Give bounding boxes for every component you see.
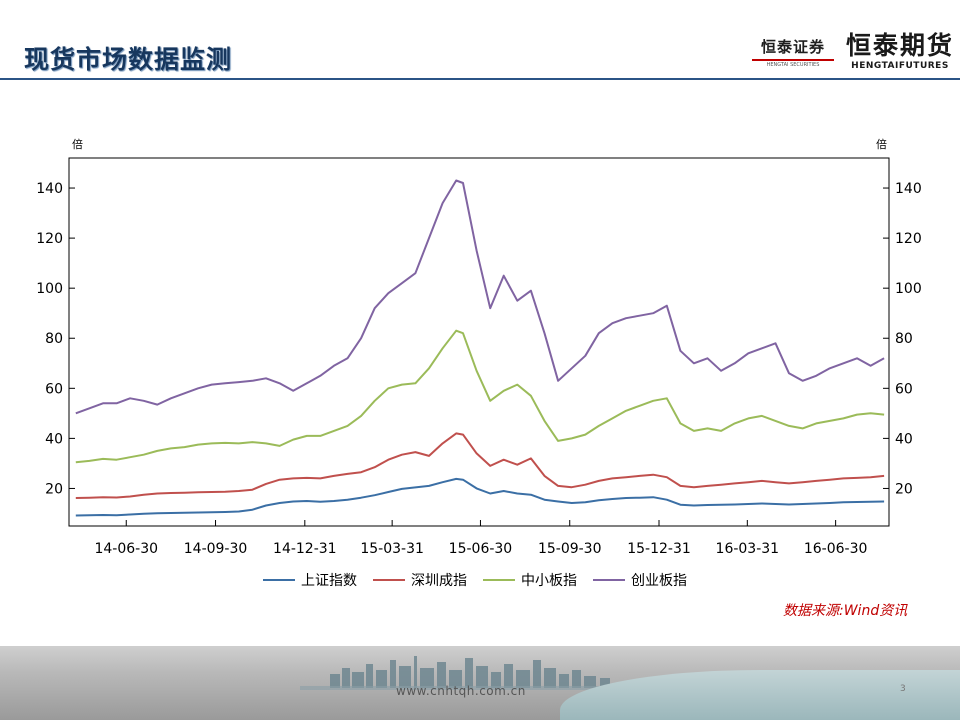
y-left-tick-label: 120: [36, 231, 63, 247]
x-tick-label: 15-06-30: [449, 541, 513, 557]
x-tick-label: 15-03-31: [360, 541, 424, 557]
y-left-tick-label: 140: [36, 181, 63, 197]
x-axis: 14-06-30 14-09-30 14-12-31 15-03-31 15-06-30…: [94, 520, 867, 557]
y-unit-left: 倍: [72, 137, 83, 151]
legend-label: 中小板指: [521, 573, 577, 589]
legend-label: 创业板指: [631, 573, 687, 589]
data-source-note: 数据来源:Wind资讯: [783, 603, 908, 619]
plot-frame: [68, 157, 890, 527]
y-right-tick-label: 80: [895, 331, 913, 347]
y-unit-right: 倍: [876, 137, 887, 151]
futures-logo-en: HENGTAIFUTURES: [851, 61, 949, 71]
skyline-illustration: [300, 656, 640, 690]
securities-logo-bar: [752, 59, 834, 61]
x-tick-label: 14-12-31: [273, 541, 337, 557]
x-tick-label: 16-06-30: [804, 541, 868, 557]
y-right-tick-label: 100: [895, 281, 922, 297]
x-tick-label: 15-12-31: [627, 541, 691, 557]
footer-url: www.cnhtqh.com.cn: [396, 684, 526, 698]
page-number: 3: [900, 684, 906, 694]
series-line-1: [75, 477, 885, 517]
y-right-tick-label: 140: [895, 181, 922, 197]
y-axis-right: 20 40 60 80 100 120 140: [883, 181, 922, 497]
series-line-3: [75, 329, 885, 464]
legend-label: 上证指数: [301, 573, 357, 589]
legend-label: 深圳成指: [411, 573, 467, 589]
title-divider: [0, 78, 960, 80]
y-right-tick-label: 20: [895, 481, 913, 497]
series-line-4: [75, 179, 885, 415]
x-tick-label: 14-06-30: [94, 541, 158, 557]
y-left-tick-label: 40: [45, 431, 63, 447]
y-left-tick-label: 60: [45, 381, 63, 397]
y-right-tick-label: 60: [895, 381, 913, 397]
legend: 上证指数 深圳成指 中小板指 创业板指: [263, 573, 687, 589]
y-left-tick-label: 80: [45, 331, 63, 347]
series-lines: [75, 179, 885, 517]
x-tick-label: 14-09-30: [184, 541, 248, 557]
securities-logo-en: HENGTAI SECURITIES: [766, 62, 820, 68]
x-tick-label: 16-03-31: [716, 541, 780, 557]
hengtai-securities-logo: 恒泰证券 HENGTAI SECURITIES: [752, 36, 834, 68]
y-right-tick-label: 40: [895, 431, 913, 447]
slide-title: 现货市场数据监测: [24, 45, 233, 74]
y-left-tick-label: 20: [45, 481, 63, 497]
hengtai-futures-logo: 恒泰期货 HENGTAIFUTURES: [844, 26, 956, 72]
y-right-tick-label: 120: [895, 231, 922, 247]
series-line-2: [75, 432, 885, 499]
x-tick-label: 15-09-30: [538, 541, 602, 557]
futures-logo-cn: 恒泰期货: [845, 31, 954, 60]
y-left-tick-label: 100: [36, 281, 63, 297]
y-axis-left: 20 40 60 80 100 120 140: [36, 181, 75, 497]
securities-logo-cn: 恒泰证券: [760, 38, 825, 56]
